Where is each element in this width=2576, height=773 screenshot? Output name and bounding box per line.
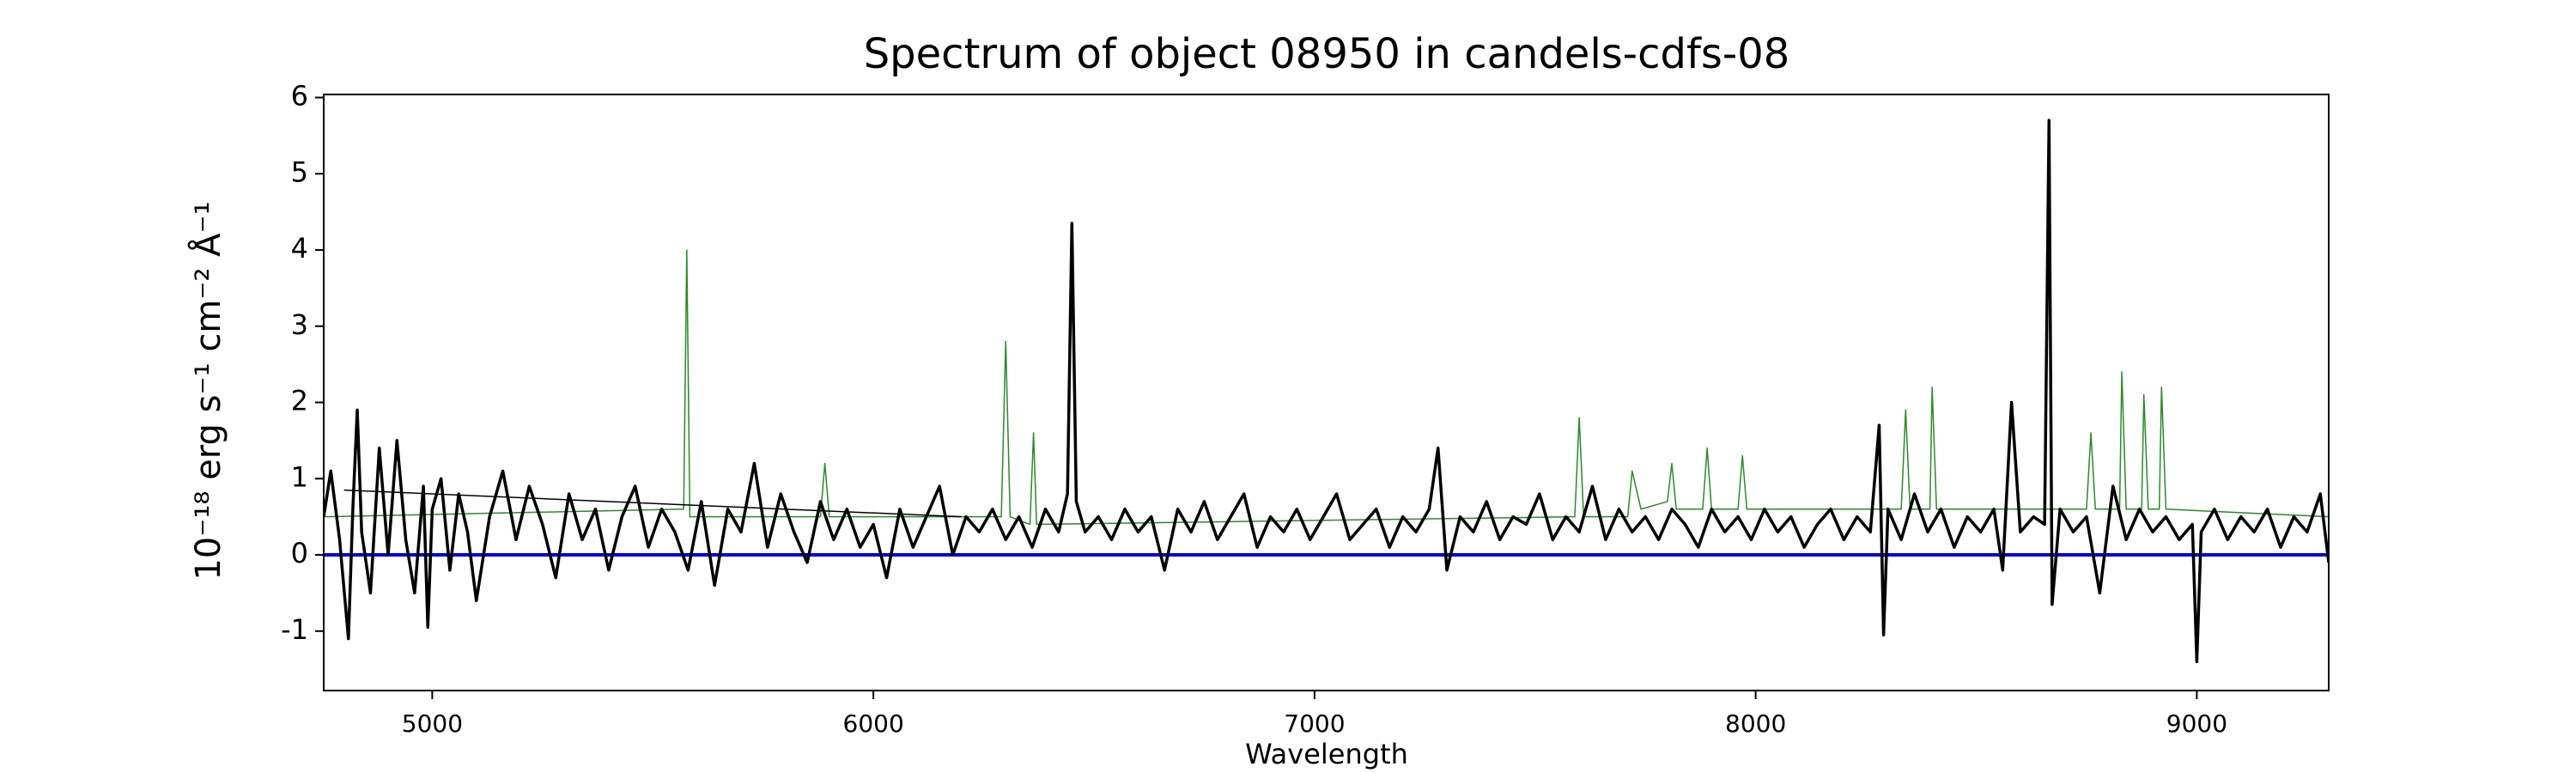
y-tick-label: 4 — [291, 232, 308, 265]
spectrum-line — [343, 489, 962, 518]
y-tick-label: -1 — [281, 613, 308, 646]
x-tick-label: 5000 — [402, 709, 463, 738]
y-tick-label: 1 — [291, 460, 308, 493]
spectrum-line — [324, 249, 2329, 526]
y-tick-label: 0 — [291, 537, 308, 569]
spectrum-line — [324, 119, 2329, 664]
plot-frame — [323, 94, 2330, 691]
x-tick-label: 9000 — [2166, 709, 2227, 738]
y-tick-label: 2 — [291, 385, 308, 417]
y-tick-label: 6 — [291, 80, 308, 113]
x-tick-label: 8000 — [1725, 709, 1786, 738]
chart-title: Spectrum of object 08950 in candels-cdfs… — [864, 30, 1790, 78]
y-tick-label: 5 — [291, 155, 308, 188]
x-tick-label: 6000 — [843, 709, 904, 738]
y-axis-label: 10⁻¹⁸ erg s⁻¹ cm⁻² Å⁻¹ — [187, 201, 228, 580]
y-tick-label: 3 — [291, 308, 308, 341]
x-tick-label: 7000 — [1284, 709, 1345, 738]
x-axis-label: Wavelength — [1245, 738, 1408, 770]
